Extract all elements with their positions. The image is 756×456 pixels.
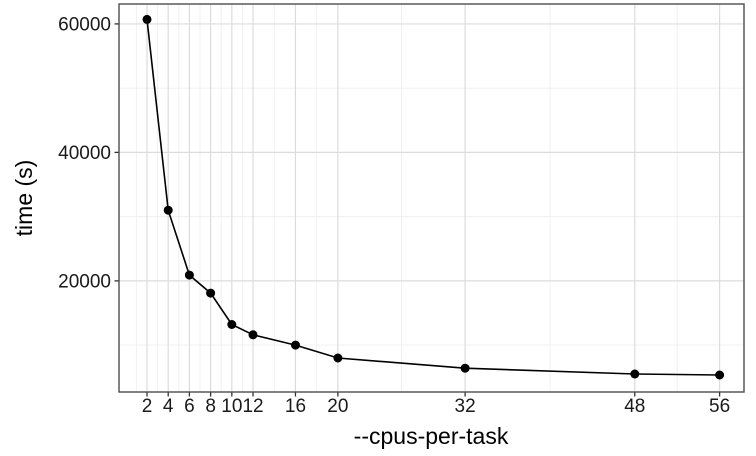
data-point	[460, 363, 470, 373]
x-tick-label: 6	[184, 396, 195, 417]
x-tick-label: 10	[221, 396, 242, 417]
x-tick-label: 2	[142, 396, 153, 417]
axis-tick-marks	[114, 23, 721, 397]
data-point	[163, 205, 173, 215]
data-point	[333, 353, 343, 363]
data-point	[630, 369, 640, 379]
plot-panel-background	[119, 4, 744, 392]
x-tick-label: 32	[455, 396, 476, 417]
x-tick-label: 8	[205, 396, 216, 417]
minor-gridlines	[119, 4, 744, 392]
x-tick-label: 48	[624, 396, 645, 417]
y-tick-label: 60000	[58, 14, 111, 35]
x-tick-label: 4	[163, 396, 174, 417]
data-point	[715, 370, 725, 380]
x-tick-label: 20	[327, 396, 348, 417]
data-series-points	[142, 14, 725, 380]
y-axis-tick-labels: 20000 40000 60000	[58, 14, 111, 292]
x-axis-title: --cpus-per-task	[354, 423, 509, 449]
y-tick-label: 20000	[58, 271, 111, 292]
data-point	[142, 14, 152, 24]
data-point	[184, 270, 194, 280]
y-tick-label: 40000	[58, 143, 111, 164]
x-tick-label: 12	[242, 396, 263, 417]
data-point	[206, 288, 216, 298]
panel-border	[118, 3, 745, 393]
y-axis-title: time (s)	[11, 160, 37, 237]
x-axis-tick-labels: 2 4 6 8 10 12 16 20 32 48 56	[142, 396, 730, 417]
x-tick-label: 56	[709, 396, 730, 417]
data-point	[227, 320, 237, 329]
data-point	[248, 330, 258, 340]
major-gridlines	[119, 4, 744, 392]
x-tick-label: 16	[285, 396, 306, 417]
data-point	[291, 340, 300, 350]
